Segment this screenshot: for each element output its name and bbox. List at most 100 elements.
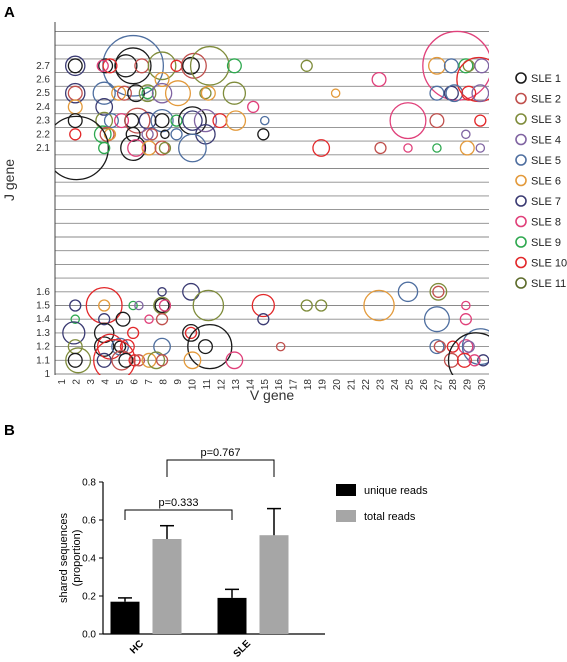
bubble bbox=[330, 88, 341, 98]
bubble bbox=[363, 289, 395, 322]
bubble bbox=[111, 337, 129, 356]
bubble bbox=[312, 139, 331, 157]
bubble bbox=[474, 114, 487, 127]
bubble bbox=[193, 108, 218, 133]
bubble bbox=[98, 141, 111, 155]
x-tick-label: 26 bbox=[419, 379, 430, 391]
bubble bbox=[456, 56, 489, 103]
bubble bbox=[127, 84, 145, 103]
bubble bbox=[114, 54, 138, 78]
bubble bbox=[93, 339, 136, 375]
bubble bbox=[192, 289, 225, 322]
bubble bbox=[92, 81, 116, 105]
b-y-tick-label: 0.8 bbox=[82, 478, 96, 489]
y-tick-label: 2.3 bbox=[36, 116, 50, 127]
bubble bbox=[447, 332, 489, 375]
bubble bbox=[300, 59, 313, 72]
bubble bbox=[403, 143, 413, 153]
b-y-axis-title-line: shared sequences bbox=[58, 513, 70, 603]
b-category-label: SLE bbox=[232, 638, 254, 660]
x-tick-label: 5 bbox=[115, 379, 126, 385]
x-tick-label: 18 bbox=[303, 379, 314, 391]
b-y-axis-title: shared sequences(proportion) bbox=[58, 513, 83, 603]
bubble bbox=[459, 313, 473, 326]
bubble bbox=[182, 324, 200, 342]
bubble bbox=[197, 339, 213, 355]
panel-b-bar-chart: 0.0 0.2 0.4 0.6 0.8 shared sequences(proporti… bbox=[58, 447, 428, 660]
b-y-tick-label: 0.2 bbox=[82, 592, 96, 603]
bubble bbox=[95, 98, 114, 116]
bubble bbox=[429, 113, 445, 129]
bubble bbox=[154, 140, 170, 156]
bubble bbox=[428, 56, 446, 75]
bubble bbox=[120, 134, 147, 162]
bar bbox=[110, 601, 140, 634]
bubble bbox=[160, 129, 170, 140]
bubble bbox=[170, 114, 183, 127]
bubble bbox=[103, 128, 117, 141]
bubble bbox=[429, 85, 445, 101]
bubble bbox=[199, 87, 212, 100]
bubble bbox=[158, 299, 172, 312]
x-tick-label: 19 bbox=[318, 379, 329, 391]
legend-marker bbox=[515, 236, 527, 248]
bubble bbox=[225, 351, 244, 370]
bubble bbox=[62, 321, 86, 345]
legend-marker bbox=[515, 195, 527, 207]
x-tick-label: 27 bbox=[433, 379, 444, 391]
bubble bbox=[124, 107, 151, 134]
bubble bbox=[445, 84, 464, 103]
y-tick-label: 2.4 bbox=[36, 102, 50, 113]
legend-label: SLE 9 bbox=[531, 237, 561, 249]
panel-b-label: B bbox=[4, 422, 15, 439]
bubble bbox=[187, 323, 233, 370]
b-legend-swatch bbox=[336, 484, 356, 496]
x-tick-label: 20 bbox=[332, 379, 343, 391]
bubble bbox=[155, 313, 169, 326]
bubble bbox=[446, 340, 459, 353]
bubble bbox=[189, 45, 230, 86]
bubble bbox=[126, 326, 140, 340]
bubble bbox=[178, 133, 207, 163]
bubble bbox=[397, 281, 419, 303]
bubble bbox=[151, 82, 173, 104]
y-tick-label: 1.1 bbox=[36, 355, 50, 366]
b-category-label: HC bbox=[128, 638, 146, 656]
bubble bbox=[144, 314, 154, 324]
y-tick-label: 1.3 bbox=[36, 328, 50, 339]
bubble bbox=[315, 299, 328, 312]
bubble bbox=[96, 333, 123, 360]
y-tick-label: 1.4 bbox=[36, 314, 50, 325]
bubble bbox=[247, 100, 260, 114]
x-tick-label: 9 bbox=[173, 379, 184, 385]
x-tick-label: 28 bbox=[448, 379, 459, 391]
bubble bbox=[429, 339, 445, 355]
y-tick-label: 1 bbox=[44, 369, 50, 380]
x-tick-label: 29 bbox=[462, 379, 473, 391]
bubble bbox=[55, 115, 109, 181]
y-tick-label: 2.6 bbox=[36, 75, 50, 86]
p-bracket bbox=[166, 459, 275, 477]
x-tick-label: 4 bbox=[101, 379, 112, 385]
bubble bbox=[371, 71, 387, 88]
bubble bbox=[474, 58, 489, 74]
legend-label: SLE 11 bbox=[531, 278, 566, 290]
b-y-tick-label: 0.6 bbox=[82, 516, 96, 527]
bubble bbox=[132, 354, 146, 367]
bubble bbox=[70, 314, 81, 324]
bubble bbox=[461, 129, 471, 140]
bubble bbox=[477, 354, 489, 367]
bubble bbox=[145, 128, 159, 141]
bubble bbox=[158, 141, 172, 155]
x-tick-label: 6 bbox=[130, 379, 141, 385]
bubble bbox=[225, 110, 247, 131]
bubble bbox=[154, 71, 170, 88]
bubble bbox=[422, 30, 489, 101]
bubble bbox=[111, 85, 127, 101]
bubble bbox=[461, 300, 471, 311]
bubble bbox=[141, 87, 154, 100]
x-tick-label: 21 bbox=[347, 379, 358, 391]
y-tick-label: 1.5 bbox=[36, 301, 50, 312]
bubble bbox=[182, 110, 203, 131]
x-tick-label: 7 bbox=[144, 379, 155, 385]
